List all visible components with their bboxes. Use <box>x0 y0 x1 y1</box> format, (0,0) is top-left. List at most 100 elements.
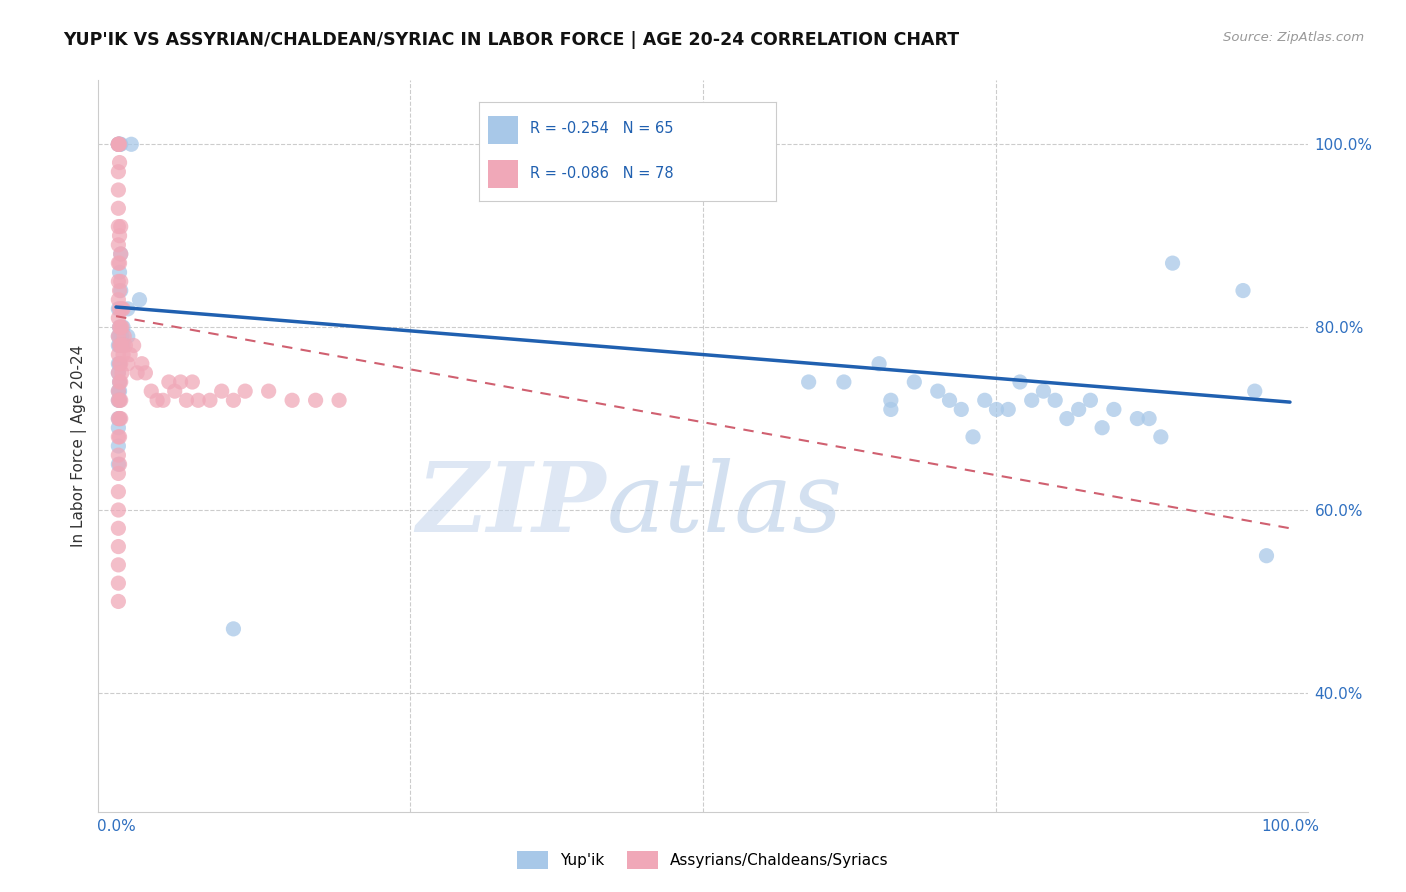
Point <box>110 329 132 343</box>
Text: atlas: atlas <box>606 458 842 551</box>
Point <box>110 284 132 298</box>
Point <box>868 357 890 371</box>
Point <box>1256 549 1278 563</box>
Point <box>107 238 129 252</box>
Point <box>107 411 129 425</box>
Point <box>880 393 903 408</box>
Point <box>108 384 131 398</box>
Point <box>107 137 129 152</box>
Point <box>222 622 245 636</box>
Point <box>107 366 129 380</box>
Point <box>120 137 142 152</box>
Point <box>108 375 131 389</box>
Point <box>111 338 134 352</box>
Point <box>108 375 131 389</box>
Point <box>111 366 134 380</box>
Point <box>163 384 186 398</box>
Text: Source: ZipAtlas.com: Source: ZipAtlas.com <box>1223 31 1364 45</box>
Point <box>1043 393 1066 408</box>
Point <box>198 393 221 408</box>
Legend: Yup'ik, Assyrians/Chaldeans/Syriacs: Yup'ik, Assyrians/Chaldeans/Syriacs <box>512 845 894 875</box>
Point <box>997 402 1019 417</box>
Point <box>108 137 131 152</box>
Point <box>107 137 129 152</box>
Point <box>832 375 855 389</box>
Point <box>108 393 131 408</box>
Point <box>233 384 256 398</box>
Point <box>108 320 131 334</box>
Point <box>107 503 129 517</box>
Point <box>211 384 233 398</box>
Point <box>107 293 129 307</box>
Point <box>257 384 280 398</box>
Point <box>117 329 139 343</box>
Point <box>107 411 129 425</box>
Point <box>328 393 350 408</box>
Point <box>108 155 131 169</box>
Point <box>110 320 132 334</box>
Point <box>1032 384 1054 398</box>
Point <box>107 183 129 197</box>
Point <box>111 329 134 343</box>
Point <box>1091 421 1114 435</box>
Point <box>134 366 156 380</box>
Text: YUP'IK VS ASSYRIAN/CHALDEAN/SYRIAC IN LABOR FORCE | AGE 20-24 CORRELATION CHART: YUP'IK VS ASSYRIAN/CHALDEAN/SYRIAC IN LA… <box>63 31 959 49</box>
Point <box>112 338 135 352</box>
Point <box>110 219 132 234</box>
Point <box>108 284 131 298</box>
Point <box>107 366 129 380</box>
Point <box>107 393 129 408</box>
Point <box>107 521 129 535</box>
Point <box>176 393 198 408</box>
Point <box>110 375 132 389</box>
Point <box>110 411 132 425</box>
Point <box>108 329 131 343</box>
Point <box>120 347 142 362</box>
Point <box>927 384 949 398</box>
Point <box>222 393 245 408</box>
Point <box>110 274 132 288</box>
Point <box>181 375 204 389</box>
Point <box>107 357 129 371</box>
Point <box>108 301 131 316</box>
Point <box>107 137 129 152</box>
Point <box>973 393 995 408</box>
Point <box>141 384 163 398</box>
Point <box>107 256 129 270</box>
Point <box>112 301 135 316</box>
Point <box>1126 411 1149 425</box>
Point <box>107 384 129 398</box>
Point <box>797 375 820 389</box>
Point <box>107 311 129 326</box>
Point <box>152 393 174 408</box>
Point <box>107 448 129 462</box>
Point <box>108 357 131 371</box>
Point <box>108 393 131 408</box>
Point <box>108 411 131 425</box>
Point <box>107 576 129 591</box>
Point <box>128 293 150 307</box>
Point <box>117 357 139 371</box>
Point <box>108 411 131 425</box>
Point <box>107 393 129 408</box>
Point <box>108 137 131 152</box>
Point <box>107 201 129 215</box>
Point <box>107 274 129 288</box>
Point <box>107 384 129 398</box>
Point <box>187 393 209 408</box>
Point <box>111 320 134 334</box>
Point <box>110 247 132 261</box>
Point <box>146 393 169 408</box>
Point <box>107 457 129 471</box>
Point <box>281 393 304 408</box>
Point <box>107 301 129 316</box>
Point <box>1232 284 1254 298</box>
Point <box>1150 430 1173 444</box>
Point <box>110 338 132 352</box>
Point <box>107 558 129 572</box>
Point <box>986 402 1008 417</box>
Point <box>111 338 134 352</box>
Point <box>110 137 132 152</box>
Point <box>107 430 129 444</box>
Point <box>114 338 136 352</box>
